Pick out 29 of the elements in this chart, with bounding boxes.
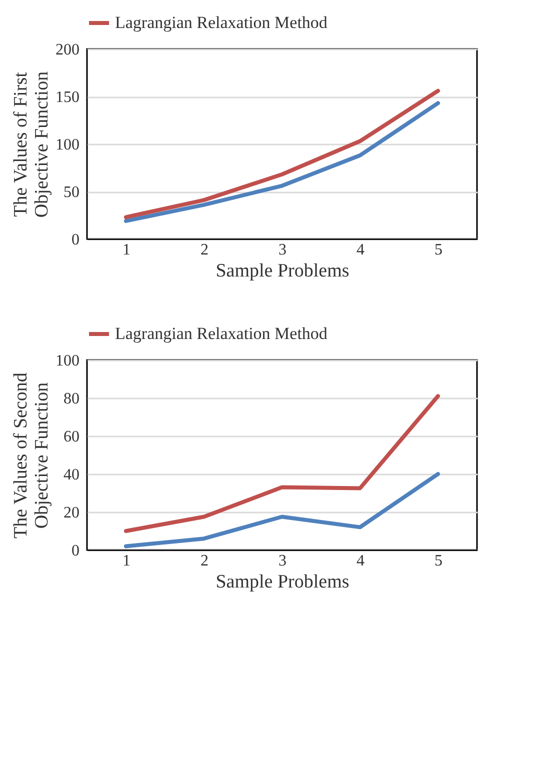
- y-tick-label: 150: [56, 89, 80, 106]
- x-tick-label: 2: [200, 242, 208, 258]
- line-series: [124, 394, 440, 533]
- y-tick-label: 40: [64, 466, 80, 484]
- y-tick-label: 60: [64, 428, 80, 446]
- y-tick-label: 0: [72, 232, 80, 248]
- x-tick-label: 4: [356, 242, 364, 258]
- y-tick-label: 200: [56, 42, 80, 58]
- x-tick-label: 5: [434, 552, 442, 570]
- y-tick-label: 100: [56, 136, 80, 154]
- y-tick-label: 0: [72, 542, 80, 560]
- x-tick-label: 2: [200, 552, 208, 570]
- x-tick-label: 3: [278, 242, 286, 258]
- y-tick-label: 50: [64, 184, 80, 201]
- x-tick-label: 1: [122, 552, 130, 570]
- y-tick-label: 20: [64, 504, 80, 522]
- x-tick-label: 5: [434, 242, 442, 258]
- x-tick-label: 1: [122, 242, 130, 258]
- y-tick-label: 100: [56, 352, 80, 370]
- x-tick-label: 4: [356, 552, 364, 570]
- y-axis-title: The Values of Second Objective Function: [10, 372, 52, 538]
- x-axis-title: Sample Problems: [216, 572, 350, 592]
- x-tick-label: 3: [278, 552, 286, 570]
- x-axis-title: Sample Problems: [216, 260, 350, 282]
- legend-label: Lagrangian Relaxation Method: [115, 324, 328, 343]
- legend-label: Lagrangian Relaxation Method: [115, 13, 328, 32]
- y-axis-title: The Values of First Objective Function: [10, 70, 52, 218]
- y-tick-label: 80: [64, 390, 80, 408]
- line-series: [124, 472, 440, 548]
